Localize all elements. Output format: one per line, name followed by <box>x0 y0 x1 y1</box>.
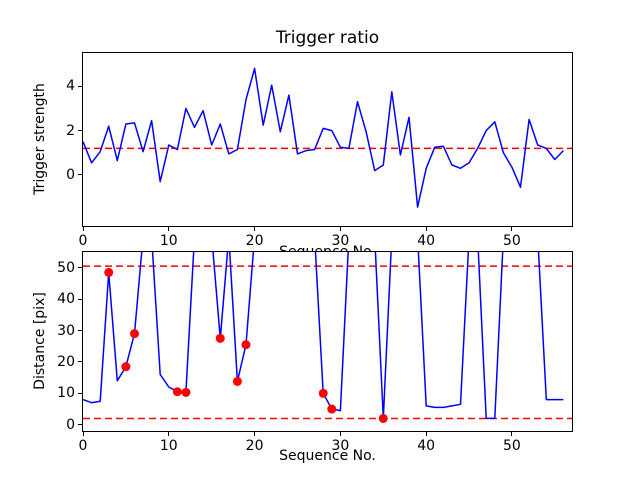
x-tick-label: 20 <box>245 438 264 454</box>
y-tick-mark <box>78 130 82 132</box>
plot-bottom-svg <box>83 252 572 423</box>
x-tick-label: 30 <box>331 233 350 249</box>
y-tick-label: 20 <box>57 353 75 370</box>
x-tick-mark <box>168 432 170 436</box>
x-tick-mark <box>254 227 256 231</box>
y-tick-label: 0 <box>66 166 75 183</box>
x-tick-label: 30 <box>331 438 350 454</box>
y-tick-mark <box>78 330 82 331</box>
y-tick-mark <box>78 424 82 426</box>
x-tick-mark <box>254 432 256 436</box>
x-tick-label: 50 <box>503 438 521 454</box>
x-tick-label: 0 <box>78 438 88 454</box>
y-tick-label: 10 <box>57 385 75 402</box>
x-tick-label: 20 <box>245 233 264 249</box>
y-tick-label: 2 <box>66 122 75 139</box>
x-tick-label: 50 <box>503 233 521 249</box>
trigger-point-marker <box>181 387 191 397</box>
x-tick-mark <box>82 227 84 231</box>
y-tick-mark <box>78 392 82 394</box>
trigger-point-marker <box>318 388 328 398</box>
y-tick-label: 0 <box>66 416 75 433</box>
y-tick-mark <box>78 361 82 363</box>
trigger-point-marker <box>129 329 139 339</box>
x-tick-label: 10 <box>159 438 178 454</box>
trigger-point-marker <box>232 376 242 386</box>
bottom-x-axis-label: Sequence No. <box>279 448 376 464</box>
trigger-point-marker <box>327 404 337 414</box>
trigger-point-marker <box>121 362 131 372</box>
trigger-point-marker <box>378 413 388 423</box>
x-tick-label: 0 <box>78 233 88 249</box>
trigger-point-marker <box>215 333 225 343</box>
x-tick-mark <box>168 227 170 231</box>
y-tick-mark <box>78 267 82 269</box>
figure-title: Trigger ratio <box>275 28 380 48</box>
y-tick-mark <box>78 174 82 176</box>
y-tick-mark <box>78 298 82 300</box>
y-tick-mark <box>78 85 82 87</box>
x-tick-mark <box>425 227 427 231</box>
x-tick-mark <box>339 432 341 436</box>
y-tick-label: 40 <box>57 291 75 308</box>
x-tick-label: 10 <box>159 233 178 249</box>
x-tick-mark <box>339 227 341 231</box>
y-tick-label: 50 <box>57 259 75 276</box>
top-plot-area <box>82 52 573 227</box>
plot-top-svg <box>83 67 572 208</box>
x-tick-mark <box>511 227 513 231</box>
y-tick-label: 30 <box>57 322 75 339</box>
x-tick-mark <box>425 432 427 436</box>
x-tick-mark <box>511 432 513 436</box>
trigger-point-marker <box>104 267 114 277</box>
trigger-point-marker <box>241 340 251 350</box>
x-tick-label: 40 <box>417 438 436 454</box>
y-tick-label: 4 <box>66 78 75 95</box>
x-tick-label: 40 <box>417 233 436 249</box>
trigger-strength-line <box>83 67 564 208</box>
bottom-plot-area <box>82 251 573 432</box>
trigger-point-marker <box>172 387 182 397</box>
x-tick-mark <box>82 432 84 436</box>
